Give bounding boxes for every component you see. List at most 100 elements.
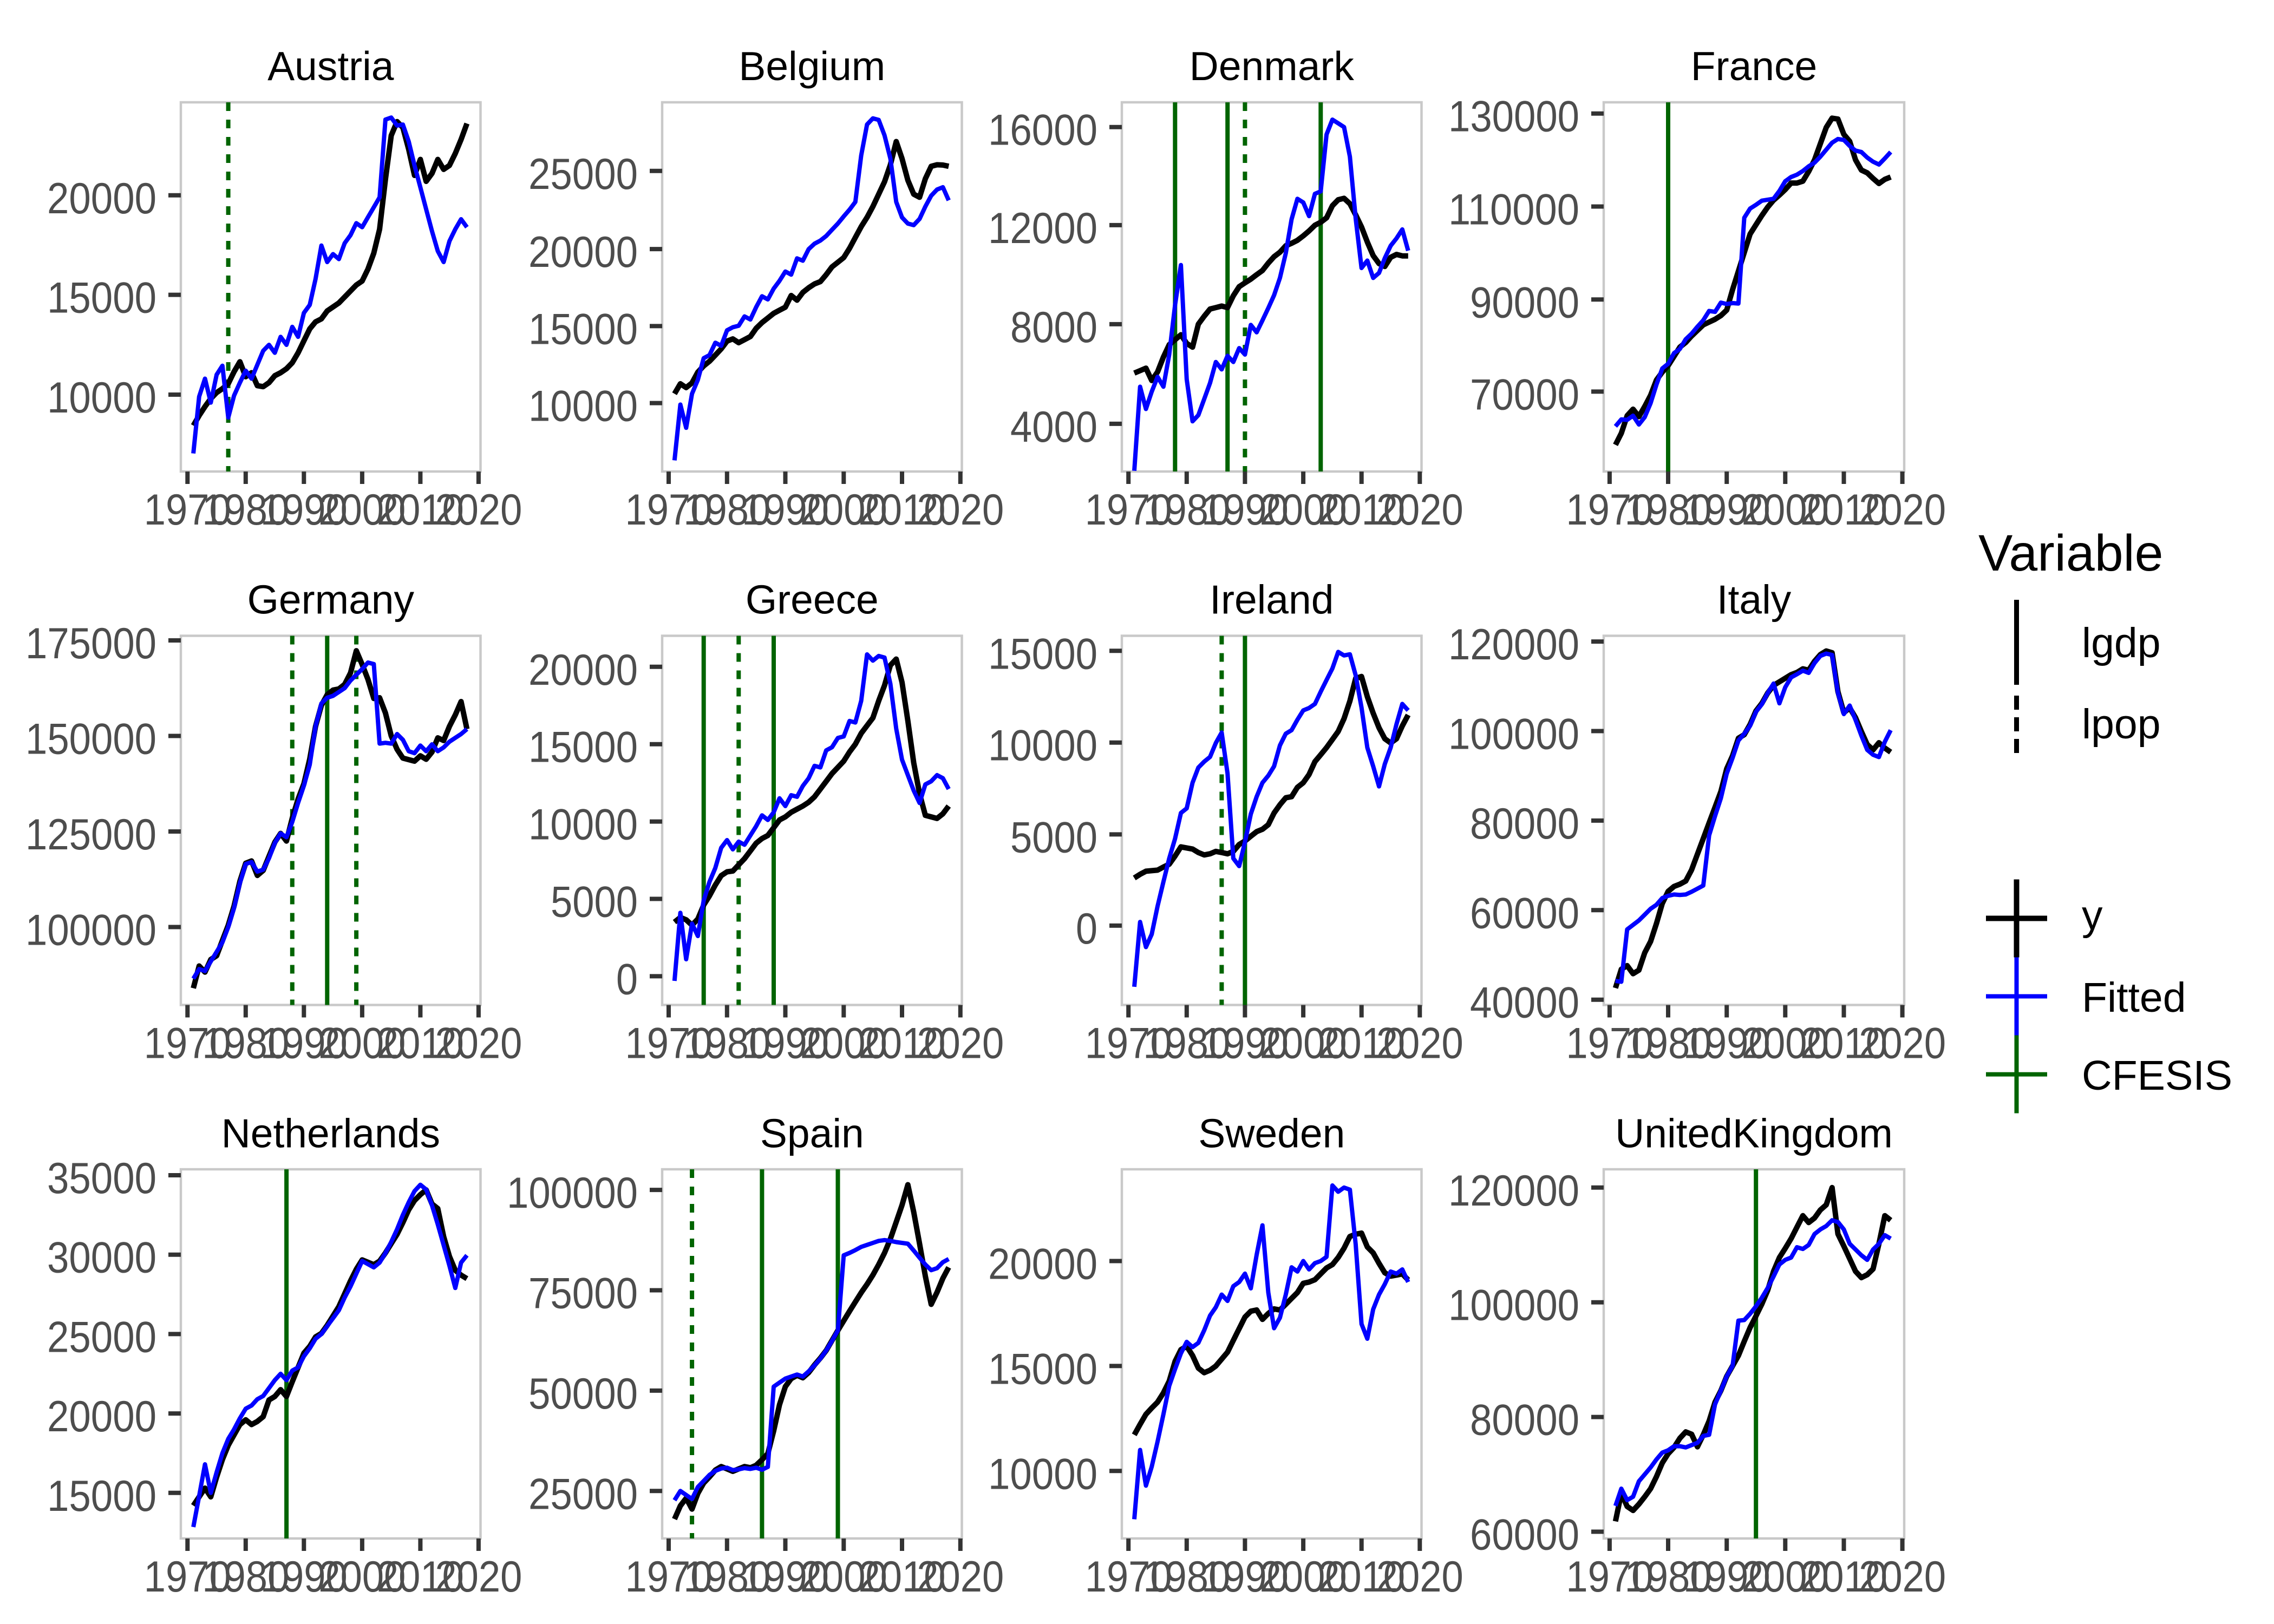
svg-text:2020: 2020 [435, 486, 522, 534]
svg-text:60000: 60000 [1470, 1511, 1579, 1560]
svg-text:0: 0 [616, 955, 638, 1004]
svg-text:60000: 60000 [1470, 889, 1579, 938]
svg-text:1970: 1970 [144, 1019, 231, 1068]
svg-text:2020: 2020 [917, 1019, 1004, 1068]
svg-text:2020: 2020 [1376, 1019, 1463, 1068]
svg-text:16000: 16000 [988, 106, 1097, 155]
svg-text:1970: 1970 [625, 486, 713, 534]
svg-text:2020: 2020 [917, 486, 1004, 534]
svg-text:France: France [1691, 43, 1817, 89]
svg-text:2010: 2010 [1800, 1553, 1887, 1601]
svg-text:1970: 1970 [1566, 1553, 1653, 1601]
svg-text:UnitedKingdom: UnitedKingdom [1615, 1110, 1893, 1156]
svg-text:2010: 2010 [377, 486, 464, 534]
svg-text:1970: 1970 [1085, 1553, 1172, 1601]
svg-text:10000: 10000 [528, 801, 638, 849]
svg-text:15000: 15000 [528, 305, 638, 353]
svg-text:1980: 1980 [202, 486, 289, 534]
svg-text:25000: 25000 [528, 150, 638, 199]
svg-text:2020: 2020 [1859, 1553, 1946, 1601]
svg-text:1970: 1970 [1566, 486, 1653, 534]
svg-text:1990: 1990 [1683, 1553, 1770, 1601]
svg-text:1990: 1990 [742, 1019, 829, 1068]
svg-text:1980: 1980 [1143, 486, 1230, 534]
svg-text:70000: 70000 [1470, 370, 1579, 419]
svg-text:8000: 8000 [1010, 303, 1097, 352]
svg-text:15000: 15000 [988, 1345, 1097, 1393]
svg-text:2020: 2020 [917, 1553, 1004, 1601]
svg-text:1980: 1980 [1143, 1019, 1230, 1068]
svg-text:10000: 10000 [528, 382, 638, 431]
svg-text:1980: 1980 [202, 1019, 289, 1068]
svg-text:2000: 2000 [1742, 486, 1829, 534]
svg-text:12000: 12000 [988, 204, 1097, 253]
svg-text:Variable: Variable [1978, 525, 2164, 582]
svg-text:1990: 1990 [260, 486, 348, 534]
svg-text:15000: 15000 [47, 274, 156, 323]
svg-text:20000: 20000 [528, 228, 638, 277]
svg-text:2020: 2020 [1376, 1553, 1463, 1601]
svg-text:y: y [2082, 892, 2103, 939]
svg-text:2000: 2000 [1260, 1019, 1347, 1068]
svg-text:2010: 2010 [377, 1553, 464, 1601]
svg-text:Italy: Italy [1717, 577, 1792, 623]
svg-text:2020: 2020 [1859, 486, 1946, 534]
svg-text:25000: 25000 [47, 1313, 156, 1361]
svg-text:Spain: Spain [760, 1110, 864, 1156]
svg-text:2000: 2000 [318, 486, 406, 534]
svg-text:Greece: Greece [746, 577, 879, 623]
svg-text:2010: 2010 [1318, 1553, 1405, 1601]
svg-text:Denmark: Denmark [1190, 43, 1355, 89]
svg-text:2010: 2010 [377, 1019, 464, 1068]
svg-text:1990: 1990 [1683, 486, 1770, 534]
svg-text:20000: 20000 [528, 646, 638, 695]
svg-text:10000: 10000 [47, 374, 156, 422]
svg-text:25000: 25000 [528, 1470, 638, 1518]
svg-text:1980: 1980 [1625, 486, 1712, 534]
svg-text:120000: 120000 [1448, 620, 1579, 669]
svg-text:90000: 90000 [1470, 278, 1579, 327]
svg-text:1980: 1980 [1625, 1019, 1712, 1068]
svg-text:CFESIS: CFESIS [2082, 1052, 2232, 1099]
svg-text:1980: 1980 [683, 1553, 770, 1601]
svg-text:130000: 130000 [1448, 93, 1579, 141]
svg-text:10000: 10000 [988, 722, 1097, 770]
svg-text:20000: 20000 [47, 174, 156, 223]
svg-text:1980: 1980 [202, 1553, 289, 1601]
svg-text:1980: 1980 [1143, 1553, 1230, 1601]
svg-text:2000: 2000 [1260, 486, 1347, 534]
svg-text:100000: 100000 [25, 906, 156, 955]
svg-text:Ireland: Ireland [1210, 577, 1334, 623]
svg-text:1990: 1990 [1201, 486, 1289, 534]
svg-text:Austria: Austria [267, 43, 394, 89]
svg-text:50000: 50000 [528, 1370, 638, 1418]
svg-text:1970: 1970 [1085, 1019, 1172, 1068]
svg-text:2010: 2010 [1800, 486, 1887, 534]
svg-text:Belgium: Belgium [739, 43, 885, 89]
svg-text:2000: 2000 [318, 1553, 406, 1601]
svg-text:4000: 4000 [1010, 403, 1097, 451]
svg-text:1970: 1970 [625, 1019, 713, 1068]
svg-text:125000: 125000 [25, 810, 156, 859]
svg-text:2000: 2000 [1742, 1019, 1829, 1068]
svg-text:35000: 35000 [47, 1154, 156, 1203]
svg-text:1970: 1970 [144, 1553, 231, 1601]
svg-text:2010: 2010 [859, 1553, 946, 1601]
svg-text:5000: 5000 [1010, 813, 1097, 862]
svg-text:100000: 100000 [1448, 710, 1579, 759]
svg-text:80000: 80000 [1470, 1396, 1579, 1445]
svg-text:40000: 40000 [1470, 979, 1579, 1027]
svg-text:1970: 1970 [1085, 486, 1172, 534]
svg-text:15000: 15000 [988, 630, 1097, 678]
svg-text:Netherlands: Netherlands [221, 1110, 440, 1156]
svg-text:1970: 1970 [1566, 1019, 1653, 1068]
svg-text:110000: 110000 [1448, 186, 1579, 234]
svg-text:2000: 2000 [318, 1019, 406, 1068]
svg-text:1970: 1970 [625, 1553, 713, 1601]
svg-text:lpop: lpop [2082, 701, 2161, 748]
svg-text:100000: 100000 [1448, 1281, 1579, 1330]
svg-text:2000: 2000 [800, 486, 887, 534]
svg-text:15000: 15000 [47, 1472, 156, 1521]
svg-text:100000: 100000 [507, 1169, 638, 1217]
svg-text:2020: 2020 [435, 1553, 522, 1601]
